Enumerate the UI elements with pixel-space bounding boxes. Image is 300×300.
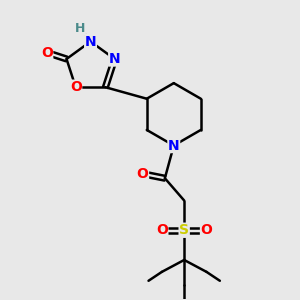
Text: O: O xyxy=(200,223,212,237)
Text: O: O xyxy=(136,167,148,181)
Text: O: O xyxy=(156,223,168,237)
Text: O: O xyxy=(41,46,53,59)
Text: O: O xyxy=(70,80,82,94)
Text: H: H xyxy=(75,22,85,34)
Text: S: S xyxy=(179,223,189,237)
Text: N: N xyxy=(168,139,180,152)
Text: N: N xyxy=(85,34,96,49)
Text: N: N xyxy=(109,52,120,66)
